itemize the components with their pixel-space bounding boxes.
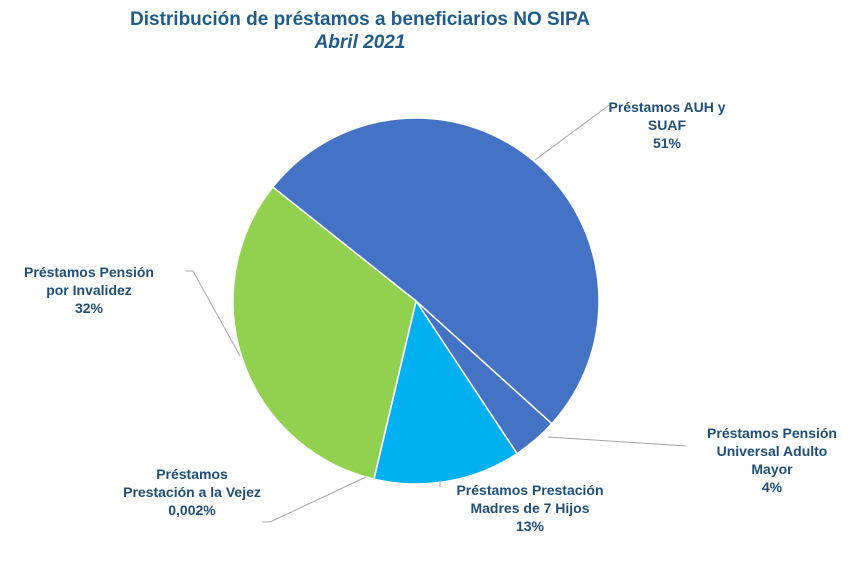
pie-slice	[373, 299, 519, 485]
slice-label: Préstamos Pensión Universal Adulto Mayor…	[707, 424, 837, 496]
category-label: Préstamos Pensión Universal Adulto Mayor	[707, 425, 837, 477]
slice-label: Préstamos AUH y SUAF 51%	[609, 98, 726, 152]
chart-title: Distribución de préstamos a beneficiario…	[130, 9, 590, 30]
chart-subtitle: Abril 2021	[314, 32, 406, 53]
category-label: Préstamos Pensión por Invalidez	[24, 264, 154, 298]
leader-line	[547, 436, 687, 447]
title-block: Distribución de préstamos a beneficiario…	[0, 8, 720, 54]
value-label: 51%	[652, 135, 682, 151]
value-label: 32%	[74, 300, 104, 316]
value-label: 0,002%	[168, 502, 216, 518]
slice-label: Préstamos Prestación a la Vejez 0,002%	[123, 465, 261, 519]
value-label: 13%	[515, 518, 545, 534]
pie-slice	[271, 117, 600, 425]
slice-label: Préstamos Prestación Madres de 7 Hijos 13…	[456, 481, 603, 535]
pie	[232, 117, 600, 485]
slice-label: Préstamos Pensión por Invalidez 32%	[24, 263, 154, 317]
pie-slice	[232, 186, 417, 480]
leader-line	[186, 270, 241, 357]
category-label: Préstamos AUH y SUAF	[608, 99, 726, 133]
category-label: Préstamos Prestación Madres de 7 Hijos	[456, 482, 604, 516]
leader-line	[262, 476, 367, 523]
category-label: Préstamos Prestación a la Vejez	[123, 466, 261, 500]
value-label: 4%	[761, 479, 783, 495]
leader-line	[534, 102, 613, 161]
leader-lines	[186, 102, 687, 523]
